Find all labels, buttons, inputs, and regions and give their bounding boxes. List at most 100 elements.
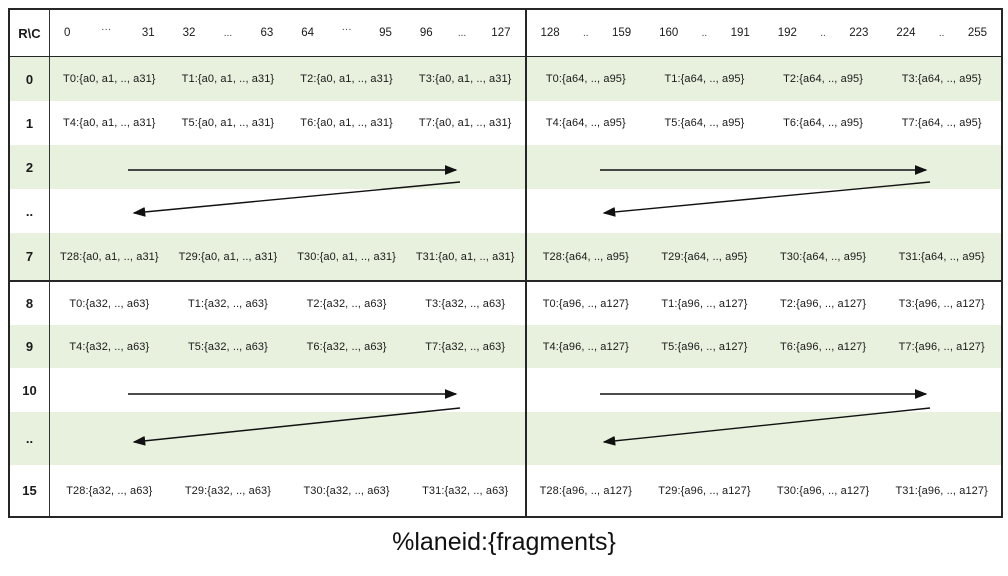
row-left-half: T4:{a32, .., a63} T5:{a32, .., a63} T6:{… (50, 325, 525, 368)
fragment-cell: T0:{a64, .., a95} (545, 73, 626, 85)
fragment-cell: T3:{a0, a1, .., a31} (418, 73, 512, 85)
row-label: .. (10, 189, 50, 233)
row-left-half (50, 368, 525, 412)
fragment-cell: T3:{a32, .., a63} (425, 297, 506, 310)
fragment-cell: T0:{a32, .., a63} (69, 297, 150, 310)
fragment-cell: T0:{a0, a1, .., a31} (63, 73, 156, 85)
fragment-cell: T31:{a96, .., a127} (895, 484, 988, 497)
range-start: 224 (896, 27, 916, 39)
col-range-128-159: 128 .. 159 (527, 10, 646, 56)
fragment-cell: T5:{a96, .., a127} (661, 340, 748, 353)
fragment-cell: T5:{a0, a1, .., a31} (181, 117, 275, 129)
fragment-cell: T30:{a32, .., a63} (303, 484, 390, 497)
row-right-half: T28:{a96, .., a127} T29:{a96, .., a127} … (524, 465, 1002, 516)
row-label: 1 (10, 101, 50, 145)
ellipsis: .. (938, 27, 945, 39)
fragment-cell: T29:{a32, .., a63} (184, 484, 272, 497)
fragment-cell: T1:{a96, .., a127} (661, 297, 748, 310)
fragment-cell: T30:{a0, a1, .., a31} (297, 250, 396, 263)
row-left-half: T0:{a0, a1, .., a31} T1:{a0, a1, .., a31… (50, 57, 525, 101)
fragment-cell: T6:{a64, .., a95} (783, 117, 864, 129)
table-row: 15 T28:{a32, .., a63} T29:{a32, .., a63}… (10, 465, 1001, 516)
range-end: 127 (491, 27, 511, 39)
row-label: 10 (10, 368, 50, 412)
row-right-half (524, 368, 1002, 412)
col-range-64-95: 64 ··· 95 (287, 10, 406, 56)
fragment-cell: T31:{a64, .., a95} (898, 250, 985, 263)
row-label: 8 (10, 282, 50, 325)
ellipsis: ... (223, 27, 233, 39)
table-row-arrow: .. (10, 412, 1001, 465)
row-label: 7 (10, 233, 50, 280)
col-range-160-191: 160 .. 191 (645, 10, 764, 56)
range-start: 0 (64, 27, 71, 39)
range-end: 191 (730, 27, 750, 39)
fragment-cell: T7:{a64, .., a95} (901, 117, 982, 129)
range-end: 255 (967, 27, 987, 39)
row-right-half: T4:{a64, .., a95} T5:{a64, .., a95} T6:{… (524, 101, 1002, 145)
row-label: .. (10, 412, 50, 465)
fragment-cell: T4:{a0, a1, .., a31} (63, 117, 156, 129)
fragment-cell: T29:{a96, .., a127} (658, 484, 751, 497)
row-right-half (524, 145, 1002, 189)
range-start: 128 (540, 27, 560, 39)
table-row: 9 T4:{a32, .., a63} T5:{a32, .., a63} T6… (10, 325, 1001, 368)
range-end: 159 (611, 27, 632, 39)
corner-cell: R\C (10, 10, 50, 56)
row-left-half: T0:{a32, .., a63} T1:{a32, .., a63} T2:{… (50, 282, 525, 325)
row-right-half (524, 412, 1002, 465)
fragment-cell: T2:{a64, .., a95} (783, 73, 864, 85)
fragment-cell: T29:{a64, .., a95} (661, 250, 748, 263)
row-label: 15 (10, 465, 50, 516)
ellipsis: ... (457, 27, 467, 39)
fragment-cell: T28:{a96, .., a127} (539, 484, 633, 497)
header-right-half: 128 .. 159 160 .. 191 192 .. 223 224 .. (524, 10, 1002, 56)
range-end: 95 (379, 27, 392, 39)
range-end: 223 (849, 27, 869, 39)
ellipsis: .. (820, 27, 826, 39)
table-header-row: R\C 0 ··· 31 32 ... 63 64 ··· 95 (10, 10, 1001, 57)
fragment-table: R\C 0 ··· 31 32 ... 63 64 ··· 95 (8, 8, 1003, 518)
col-range-96-127: 96 ... 127 (406, 10, 525, 56)
ellipsis: .. (701, 27, 708, 39)
fragment-cell: T2:{a96, .., a127} (779, 297, 867, 310)
row-left-half (50, 412, 525, 465)
col-range-32-63: 32 ... 63 (169, 10, 288, 56)
fragment-cell: T30:{a64, .., a95} (779, 250, 867, 263)
fragment-cell: T30:{a96, .., a127} (776, 484, 870, 497)
fragment-cell: T3:{a64, .., a95} (901, 73, 982, 85)
table-row-arrow: .. (10, 189, 1001, 233)
col-range-192-223: 192 .. 223 (764, 10, 883, 56)
row-right-half: T28:{a64, .., a95} T29:{a64, .., a95} T3… (524, 233, 1002, 280)
fragment-cell: T4:{a32, .., a63} (69, 340, 150, 353)
table-row: 1 T4:{a0, a1, .., a31} T5:{a0, a1, .., a… (10, 101, 1001, 145)
row-left-half (50, 145, 525, 189)
fragment-cell: T7:{a0, a1, .., a31} (418, 117, 512, 129)
fragment-cell: T29:{a0, a1, .., a31} (178, 250, 278, 263)
col-range-0-31: 0 ··· 31 (50, 10, 169, 56)
range-start: 32 (182, 27, 196, 39)
row-left-half: T28:{a0, a1, .., a31} T29:{a0, a1, .., a… (50, 233, 525, 280)
row-left-half: T4:{a0, a1, .., a31} T5:{a0, a1, .., a31… (50, 101, 525, 145)
range-end: 31 (141, 27, 155, 39)
row-right-half: T0:{a64, .., a95} T1:{a64, .., a95} T2:{… (524, 57, 1002, 101)
row-label: 9 (10, 325, 50, 368)
row-left-half (50, 189, 525, 233)
fragment-cell: T28:{a32, .., a63} (66, 484, 153, 497)
row-label: 2 (10, 145, 50, 189)
fragment-cell: T4:{a64, .., a95} (545, 117, 626, 129)
row-left-half: T28:{a32, .., a63} T29:{a32, .., a63} T3… (50, 465, 525, 516)
row-label: 0 (10, 57, 50, 101)
row-right-half (524, 189, 1002, 233)
ellipsis: .. (583, 27, 589, 39)
table-row: 0 T0:{a0, a1, .., a31} T1:{a0, a1, .., a… (10, 57, 1001, 101)
range-start: 96 (419, 27, 433, 39)
fragment-cell: T6:{a96, .., a127} (779, 340, 867, 353)
fragment-cell: T28:{a0, a1, .., a31} (59, 250, 159, 263)
fragment-cell: T7:{a32, .., a63} (425, 340, 506, 353)
ellipsis: ··· (341, 23, 352, 35)
col-range-224-255: 224 .. 255 (882, 10, 1001, 56)
figure-caption: %laneid:{fragments} (392, 528, 616, 556)
header-left-half: 0 ··· 31 32 ... 63 64 ··· 95 96 ... (50, 10, 525, 56)
